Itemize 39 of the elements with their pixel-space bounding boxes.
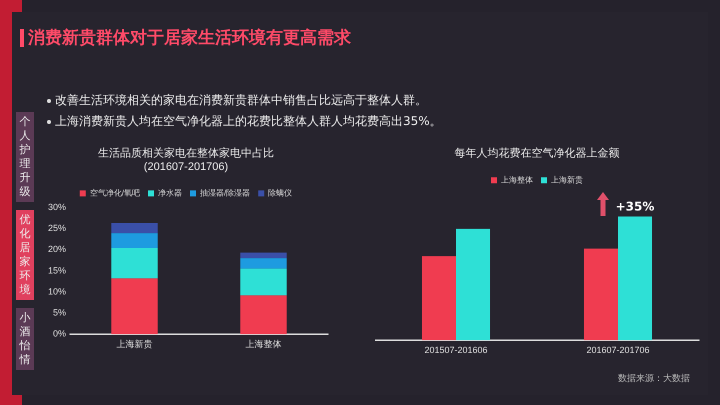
y-tick-label: 15%: [48, 265, 66, 276]
bar: [584, 248, 618, 340]
chart-title: 生活品质相关家电在整体家电中占比 (201607-201706): [98, 146, 274, 173]
bar: [240, 295, 287, 334]
legend-label: 抽湿器/除湿器: [200, 188, 250, 198]
y-tick-label: 0%: [53, 328, 66, 339]
bar: [111, 248, 158, 278]
bar: [456, 228, 490, 340]
bar: [422, 256, 456, 340]
text: 上海消费新贵人均在空气净化器上的花费比整体人群人均花费高出35%。: [55, 113, 442, 130]
legend-label: 上海新贵: [551, 175, 583, 184]
text: 改善生活环境相关的家电在消费新贵群体中销售占比远高于整体人群。: [55, 92, 427, 109]
y-tick-label: 10%: [48, 286, 66, 296]
legend-label: 除螨仪: [268, 188, 292, 198]
y-tick-label: 25%: [48, 223, 66, 234]
y-tick-label: 30%: [48, 202, 66, 212]
text: 消费新贵群体对于居家生活环境有更高需求: [28, 27, 351, 49]
annotation: +35%: [616, 200, 654, 214]
text: 个人护理升级: [16, 112, 34, 202]
bar: [240, 258, 287, 269]
y-tick-label: 5%: [53, 308, 66, 318]
text: 小酒怡情: [16, 308, 34, 370]
legend-label: 净水器: [158, 188, 182, 198]
x-tick-label: 上海整体: [246, 339, 282, 350]
x-tick-label: 201507-201606: [424, 345, 488, 356]
bar: [240, 268, 287, 296]
x-tick-label: 201607-201706: [586, 345, 650, 356]
bar: [111, 223, 158, 234]
x-tick-label: 上海新贵: [116, 339, 153, 350]
y-tick-label: 20%: [48, 244, 66, 254]
bar: [111, 278, 158, 334]
chart-title: 每年人均花费在空气净化器上金额: [454, 146, 620, 160]
text: 优化居家环境: [16, 210, 34, 300]
legend-label: 上海整体: [501, 175, 533, 184]
bar: [618, 216, 652, 340]
bar: [111, 233, 158, 248]
source-note: 数据来源：大数据: [618, 372, 690, 385]
legend-label: 空气净化/氧吧: [90, 188, 140, 198]
bar: [240, 252, 287, 258]
